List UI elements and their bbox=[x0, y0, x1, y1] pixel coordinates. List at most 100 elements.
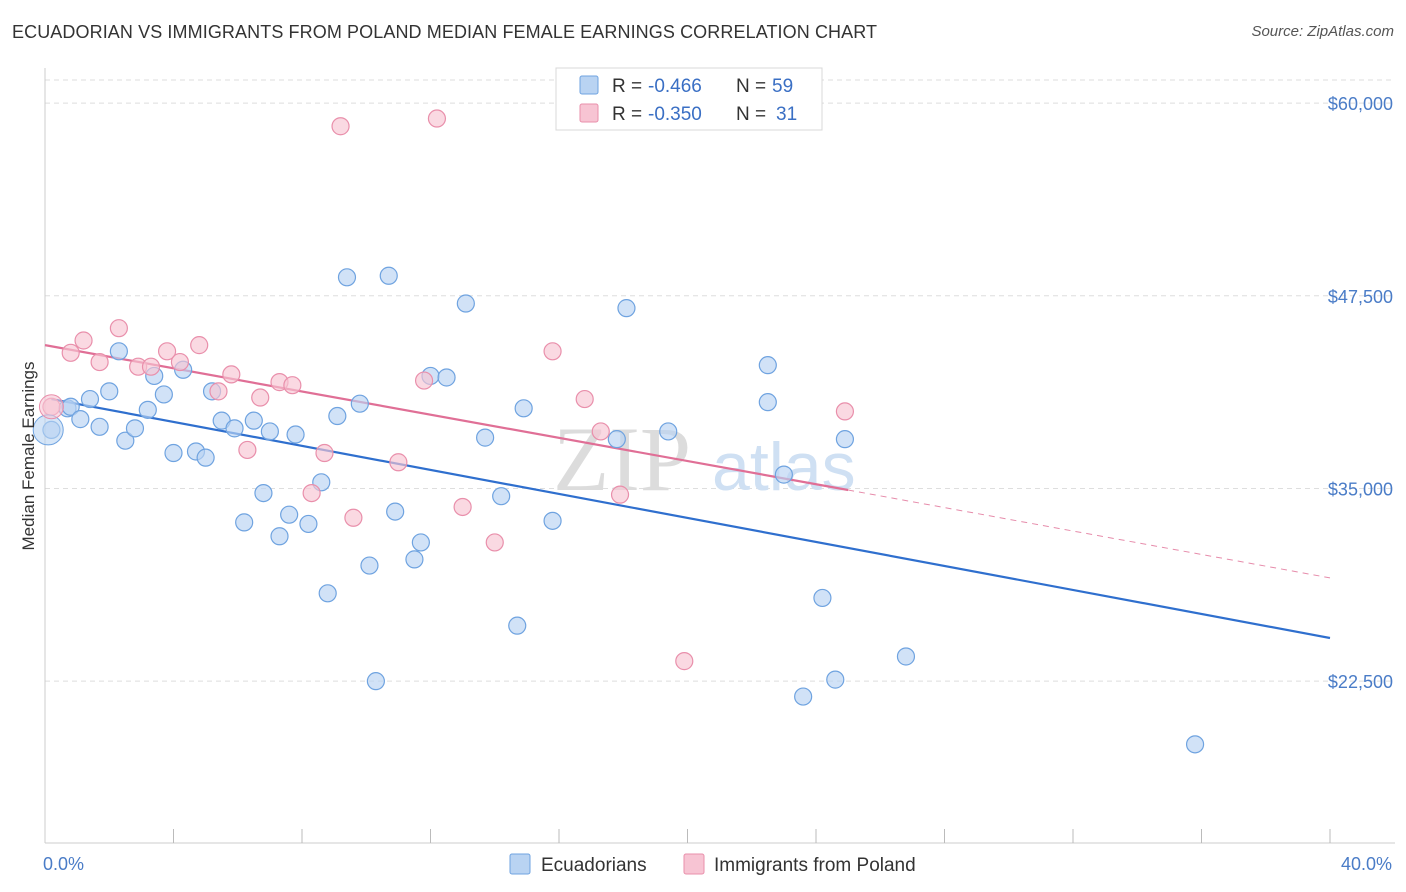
point-ecuadorians bbox=[366, 672, 385, 691]
point-ecuadorians bbox=[71, 410, 90, 429]
point-ecuadorians bbox=[607, 430, 626, 449]
stats-r-label-1: R = bbox=[612, 76, 642, 97]
point-poland bbox=[543, 342, 562, 361]
stats-legend: R = -0.466 N = 59 R = -0.350 N = 31 bbox=[555, 67, 823, 131]
x-tick-label: 40.0% bbox=[1341, 854, 1392, 874]
point-poland bbox=[141, 357, 161, 376]
point-poland bbox=[109, 319, 128, 338]
stats-swatch-poland bbox=[579, 103, 599, 123]
stats-n-value-2: 31 bbox=[776, 104, 797, 125]
point-ecuadorians bbox=[90, 417, 109, 436]
point-ecuadorians bbox=[154, 385, 173, 404]
legend-label-poland: Immigrants from Poland bbox=[714, 855, 916, 876]
point-ecuadorians bbox=[758, 356, 777, 375]
point-ecuadorians bbox=[476, 428, 495, 447]
point-ecuadorians bbox=[109, 342, 128, 361]
y-tick-label: $22,500 bbox=[1328, 672, 1393, 692]
point-ecuadorians bbox=[328, 406, 347, 426]
point-ecuadorians bbox=[350, 394, 369, 413]
axes bbox=[44, 68, 1395, 844]
x-tick-labels: 0.0% 40.0% bbox=[43, 854, 1392, 874]
point-poland bbox=[157, 342, 177, 361]
point-ecuadorians bbox=[125, 419, 145, 438]
point-poland bbox=[170, 352, 190, 372]
point-ecuadorians bbox=[80, 389, 100, 409]
stats-r-label-2: R = bbox=[612, 104, 642, 125]
point-ecuadorians bbox=[411, 533, 430, 552]
chart-title: ECUADORIAN VS IMMIGRANTS FROM POLAND MED… bbox=[12, 22, 878, 42]
point-ecuadorians bbox=[235, 513, 254, 532]
point-ecuadorians bbox=[360, 556, 379, 575]
point-poland bbox=[251, 388, 270, 407]
point-ecuadorians bbox=[826, 670, 845, 689]
point-poland bbox=[90, 352, 109, 372]
point-ecuadorians bbox=[225, 419, 244, 438]
point-ecuadorians bbox=[774, 465, 793, 484]
point-ecuadorians bbox=[270, 527, 289, 546]
stats-legend-box bbox=[555, 67, 823, 131]
point-ecuadorians bbox=[280, 505, 299, 524]
point-ecuadorians bbox=[318, 584, 337, 603]
stats-r-value-2: -0.350 bbox=[648, 104, 702, 125]
y-tick-labels: $60,000 $47,500 $35,000 $22,500 bbox=[1328, 94, 1393, 692]
point-ecuadorians bbox=[138, 400, 157, 419]
point-poland bbox=[414, 371, 434, 390]
point-poland bbox=[485, 533, 504, 552]
point-ecuadorians bbox=[299, 514, 318, 534]
point-ecuadorians bbox=[164, 443, 183, 463]
y-tick-label: $35,000 bbox=[1328, 479, 1393, 499]
point-poland bbox=[591, 422, 610, 441]
stats-n-value-1: 59 bbox=[772, 76, 793, 97]
point-poland bbox=[675, 652, 694, 671]
point-ecuadorians bbox=[456, 294, 475, 313]
point-ecuadorians bbox=[835, 430, 855, 449]
point-poland bbox=[61, 343, 80, 362]
x-tick-label: 0.0% bbox=[43, 854, 84, 874]
point-ecuadorians bbox=[244, 411, 263, 430]
point-ecuadorians bbox=[260, 422, 279, 441]
y-axis-label: Median Female Earnings bbox=[19, 362, 38, 551]
point-ecuadorians bbox=[794, 687, 813, 706]
data-points bbox=[32, 109, 1205, 754]
stats-r-value-1: -0.466 bbox=[648, 76, 702, 97]
stats-n-label-2: N = bbox=[736, 104, 766, 125]
y-tick-label: $60,000 bbox=[1328, 94, 1393, 114]
point-poland bbox=[190, 336, 209, 355]
stats-swatch-ecuadorians bbox=[579, 75, 599, 95]
point-poland bbox=[315, 443, 334, 463]
point-poland bbox=[453, 497, 472, 517]
point-ecuadorians bbox=[100, 382, 119, 401]
point-ecuadorians bbox=[659, 422, 678, 441]
series-legend: Ecuadorians Immigrants from Poland bbox=[509, 853, 916, 876]
point-poland bbox=[74, 331, 93, 350]
point-ecuadorians bbox=[405, 550, 424, 569]
point-poland bbox=[835, 402, 855, 421]
point-ecuadorians bbox=[514, 399, 533, 418]
point-ecuadorians bbox=[896, 647, 916, 666]
point-poland bbox=[209, 382, 228, 401]
point-poland bbox=[283, 376, 302, 395]
point-poland bbox=[302, 483, 321, 503]
point-poland bbox=[575, 389, 594, 409]
point-ecuadorians bbox=[1185, 735, 1205, 754]
legend-label-ecuadorians: Ecuadorians bbox=[541, 855, 647, 876]
point-ecuadorians bbox=[508, 616, 527, 635]
point-poland bbox=[331, 117, 350, 136]
point-ecuadorians bbox=[286, 425, 305, 444]
point-poland bbox=[610, 485, 630, 504]
trendline-poland bbox=[44, 344, 849, 492]
legend-swatch-ecuadorians bbox=[509, 853, 531, 875]
point-poland bbox=[344, 508, 363, 527]
point-poland bbox=[389, 453, 408, 472]
point-ecuadorians bbox=[543, 511, 562, 530]
point-ecuadorians bbox=[379, 266, 398, 285]
point-ecuadorians bbox=[617, 299, 636, 318]
point-ecuadorians bbox=[337, 268, 357, 287]
point-ecuadorians bbox=[254, 483, 273, 503]
point-ecuadorians bbox=[758, 393, 777, 412]
point-ecuadorians bbox=[492, 487, 511, 506]
source-note: Source: ZipAtlas.com bbox=[1251, 23, 1394, 40]
legend-swatch-poland bbox=[683, 853, 705, 875]
point-ecuadorians bbox=[116, 431, 135, 450]
